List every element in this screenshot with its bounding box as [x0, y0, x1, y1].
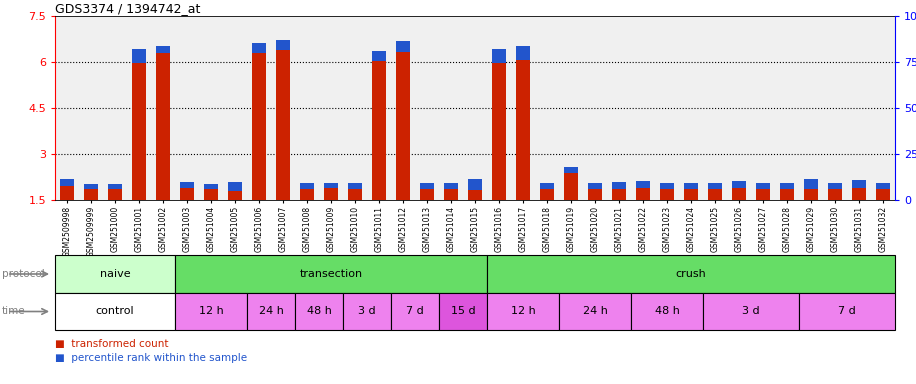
Bar — [108, 189, 122, 200]
Text: 3 d: 3 d — [742, 306, 759, 316]
Bar — [517, 60, 529, 200]
Text: naive: naive — [100, 269, 130, 279]
Text: ■  percentile rank within the sample: ■ percentile rank within the sample — [55, 353, 247, 363]
Text: transection: transection — [300, 269, 363, 279]
Bar — [468, 190, 482, 200]
Bar — [204, 189, 218, 200]
Bar — [444, 189, 458, 200]
Text: ■  transformed count: ■ transformed count — [55, 339, 169, 349]
Bar — [613, 182, 626, 189]
Bar — [804, 189, 818, 200]
Bar — [180, 182, 193, 188]
Text: time: time — [2, 306, 26, 316]
Bar — [60, 179, 73, 186]
Text: GDS3374 / 1394742_at: GDS3374 / 1394742_at — [55, 2, 201, 15]
Bar — [373, 51, 386, 61]
Bar — [613, 189, 626, 200]
Bar — [420, 182, 433, 189]
Bar — [157, 53, 169, 200]
Bar — [660, 189, 673, 200]
Bar — [564, 173, 578, 200]
Text: 12 h: 12 h — [510, 306, 535, 316]
Bar — [324, 188, 338, 200]
Bar — [733, 188, 746, 200]
Bar — [444, 182, 458, 189]
Bar — [84, 189, 98, 200]
Bar — [84, 184, 98, 189]
Bar — [228, 191, 242, 200]
Bar — [157, 46, 169, 53]
Bar — [708, 182, 722, 189]
Bar — [540, 182, 553, 189]
Bar — [853, 180, 866, 188]
Bar — [277, 40, 289, 50]
Text: 7 d: 7 d — [838, 306, 856, 316]
Bar — [133, 49, 146, 63]
Text: 24 h: 24 h — [583, 306, 607, 316]
Bar — [493, 63, 506, 200]
Bar — [684, 189, 698, 200]
Bar — [348, 189, 362, 200]
Text: protocol: protocol — [2, 269, 45, 279]
Bar — [877, 189, 889, 200]
Bar — [300, 189, 313, 200]
Bar — [637, 188, 649, 200]
Bar — [468, 179, 482, 190]
Bar — [660, 182, 673, 189]
Bar — [564, 167, 578, 173]
Bar — [708, 189, 722, 200]
Bar — [780, 189, 793, 200]
Bar — [757, 189, 769, 200]
Text: 24 h: 24 h — [258, 306, 283, 316]
Bar — [588, 189, 602, 200]
Bar — [277, 50, 289, 200]
Text: 3 d: 3 d — [358, 306, 376, 316]
Text: 15 d: 15 d — [451, 306, 475, 316]
Bar — [493, 50, 506, 63]
Bar — [517, 46, 529, 60]
Bar — [60, 186, 73, 200]
Bar — [828, 182, 842, 189]
Bar — [588, 182, 602, 189]
Bar — [108, 184, 122, 189]
Bar — [877, 182, 889, 189]
Bar — [780, 182, 793, 189]
Bar — [228, 182, 242, 191]
Bar — [828, 189, 842, 200]
Bar — [733, 181, 746, 188]
Bar — [373, 61, 386, 200]
Bar — [420, 189, 433, 200]
Bar — [180, 188, 193, 200]
Bar — [397, 52, 409, 200]
Text: crush: crush — [676, 269, 706, 279]
Text: 12 h: 12 h — [199, 306, 224, 316]
Bar — [684, 182, 698, 189]
Text: 48 h: 48 h — [307, 306, 332, 316]
Bar — [853, 188, 866, 200]
Bar — [253, 43, 266, 53]
Bar — [804, 179, 818, 189]
Bar — [204, 184, 218, 189]
Text: 48 h: 48 h — [655, 306, 680, 316]
Bar — [253, 53, 266, 200]
Bar — [324, 183, 338, 188]
Bar — [397, 41, 409, 52]
Bar — [540, 189, 553, 200]
Bar — [300, 182, 313, 189]
Text: control: control — [95, 306, 135, 316]
Bar — [637, 181, 649, 188]
Bar — [348, 182, 362, 189]
Text: 7 d: 7 d — [406, 306, 424, 316]
Bar — [757, 182, 769, 189]
Bar — [133, 63, 146, 200]
